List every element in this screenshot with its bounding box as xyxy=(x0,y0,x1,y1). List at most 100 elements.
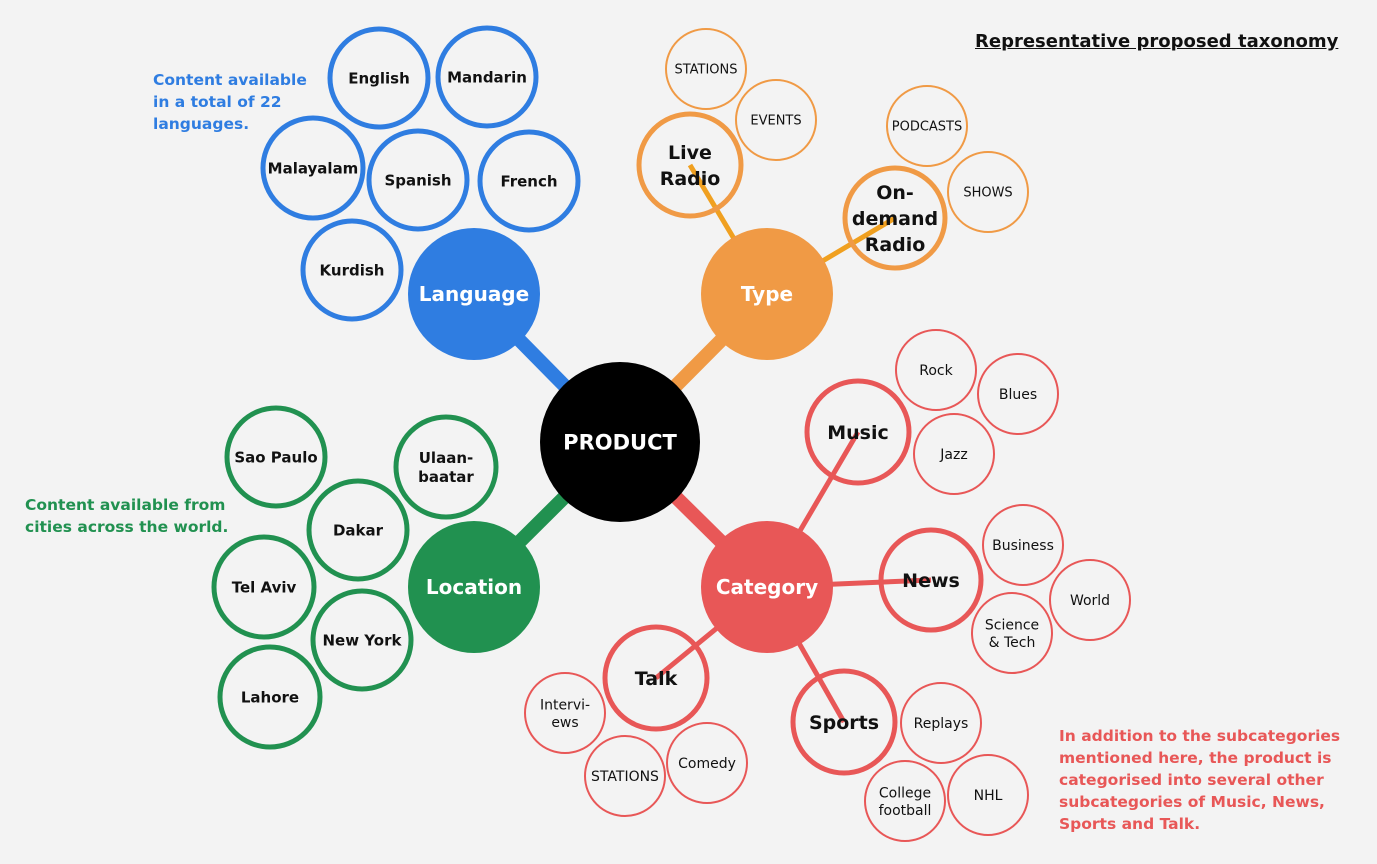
live-radio-stations-label: STATIONS xyxy=(674,63,737,78)
language-malayalam: Malayalam xyxy=(260,115,366,221)
live-radio-node: Live Radio xyxy=(636,111,744,219)
location-lahore: Lahore xyxy=(217,644,323,750)
language-mandarin: Mandarin xyxy=(435,25,539,129)
live-radio-node-label: Live Radio xyxy=(660,142,721,190)
music-node-circle xyxy=(804,378,912,486)
ondemand-radio-shows-circle xyxy=(947,151,1029,233)
language-mandarin-circle xyxy=(435,25,539,129)
type-node-circle xyxy=(701,228,833,360)
talk-stations-circle xyxy=(584,735,666,817)
ondemand-radio-shows: SHOWS xyxy=(947,151,1029,233)
talk-stations-label: STATIONS xyxy=(591,769,659,785)
category-node-circle xyxy=(701,521,833,653)
location-node-circle xyxy=(408,521,540,653)
location-dakar-label: Dakar xyxy=(333,521,384,539)
sports-node-label: Sports xyxy=(809,712,879,734)
live-radio-stations-circle xyxy=(665,28,747,110)
location-ulaan-baatar-circle xyxy=(393,414,499,520)
sports-replays: Replays xyxy=(900,682,982,764)
location-dakar: Dakar xyxy=(306,478,410,582)
language-english-circle xyxy=(327,26,431,130)
language-malayalam-circle xyxy=(260,115,366,221)
language-mandarin-label: Mandarin xyxy=(447,68,527,86)
language-english-label: English xyxy=(348,69,410,87)
ondemand-radio-shows-label: SHOWS xyxy=(963,186,1012,201)
product-node: PRODUCT xyxy=(540,362,700,522)
location-new-york-label: New York xyxy=(323,631,403,649)
location-ulaan-baatar: Ulaan-baatar xyxy=(393,414,499,520)
news-world-label: World xyxy=(1070,593,1110,609)
product-node-label: PRODUCT xyxy=(563,431,677,455)
news-business: Business xyxy=(982,504,1064,586)
news-science-tech-label: Science & Tech xyxy=(985,617,1039,651)
news-node: News xyxy=(878,527,984,633)
talk-intervi-ews-circle xyxy=(524,672,606,754)
location-tel-aviv-circle xyxy=(211,534,317,640)
news-business-label: Business xyxy=(992,538,1054,554)
diagram-nodes: PRODUCT Language Type Location Category Engli… xyxy=(211,25,1131,842)
language-malayalam-label: Malayalam xyxy=(268,159,359,177)
live-radio-events-label: EVENTS xyxy=(750,114,801,129)
language-french-label: French xyxy=(500,172,557,190)
news-node-circle xyxy=(878,527,984,633)
talk-comedy-label: Comedy xyxy=(678,756,736,772)
news-science-tech: Science & Tech xyxy=(971,592,1053,674)
ondemand-radio-node-label: On-demand Radio xyxy=(852,182,938,256)
diagram-title: Representative proposed taxonomy xyxy=(975,31,1339,52)
talk-stations: STATIONS xyxy=(584,735,666,817)
news-business-circle xyxy=(982,504,1064,586)
news-node-label: News xyxy=(902,570,960,592)
music-blues-label: Blues xyxy=(999,387,1037,403)
live-radio-stations: STATIONS xyxy=(665,28,747,110)
ondemand-radio-podcasts-circle xyxy=(886,85,968,167)
sports-college-football-circle xyxy=(864,760,946,842)
news-world-circle xyxy=(1049,559,1131,641)
language-node-circle xyxy=(408,228,540,360)
ondemand-radio-node-circle xyxy=(842,165,948,271)
language-note: Content available in a total of 22 langu… xyxy=(153,71,307,133)
language-spanish-label: Spanish xyxy=(384,171,451,189)
type-node: Type xyxy=(701,228,833,360)
language-kurdish: Kurdish xyxy=(300,218,404,322)
category-node: Category xyxy=(701,521,833,653)
music-jazz-circle xyxy=(913,413,995,495)
language-english: English xyxy=(327,26,431,130)
location-lahore-label: Lahore xyxy=(241,688,299,706)
music-jazz-label: Jazz xyxy=(939,447,967,463)
product-node-circle xyxy=(540,362,700,522)
sports-replays-circle xyxy=(900,682,982,764)
ondemand-radio-podcasts: PODCASTS xyxy=(886,85,968,167)
live-radio-events: EVENTS xyxy=(735,79,817,161)
music-rock: Rock xyxy=(895,329,977,411)
sports-nhl-circle xyxy=(947,754,1029,836)
sports-replays-label: Replays xyxy=(914,716,969,732)
language-node: Language xyxy=(408,228,540,360)
sports-college-football: College football xyxy=(864,760,946,842)
location-node: Location xyxy=(408,521,540,653)
language-french: French xyxy=(477,129,581,233)
music-node-label: Music xyxy=(827,422,889,444)
live-radio-events-circle xyxy=(735,79,817,161)
talk-node-label: Talk xyxy=(635,668,678,690)
news-world: World xyxy=(1049,559,1131,641)
sports-node: Sports xyxy=(790,668,898,776)
music-rock-label: Rock xyxy=(919,363,953,379)
category-node-label: Category xyxy=(716,575,818,599)
location-note: Content available from cities across the… xyxy=(25,496,229,536)
language-kurdish-label: Kurdish xyxy=(320,261,385,279)
location-new-york: New York xyxy=(310,588,414,692)
sports-node-circle xyxy=(790,668,898,776)
location-tel-aviv-label: Tel Aviv xyxy=(232,578,297,596)
music-blues-circle xyxy=(977,353,1059,435)
talk-comedy-circle xyxy=(666,722,748,804)
live-radio-node-circle xyxy=(636,111,744,219)
location-tel-aviv: Tel Aviv xyxy=(211,534,317,640)
talk-node-circle xyxy=(602,624,710,732)
music-jazz: Jazz xyxy=(913,413,995,495)
music-rock-circle xyxy=(895,329,977,411)
talk-node: Talk xyxy=(602,624,710,732)
ondemand-radio-node: On-demand Radio xyxy=(842,165,948,271)
language-kurdish-circle xyxy=(300,218,404,322)
sports-nhl: NHL xyxy=(947,754,1029,836)
